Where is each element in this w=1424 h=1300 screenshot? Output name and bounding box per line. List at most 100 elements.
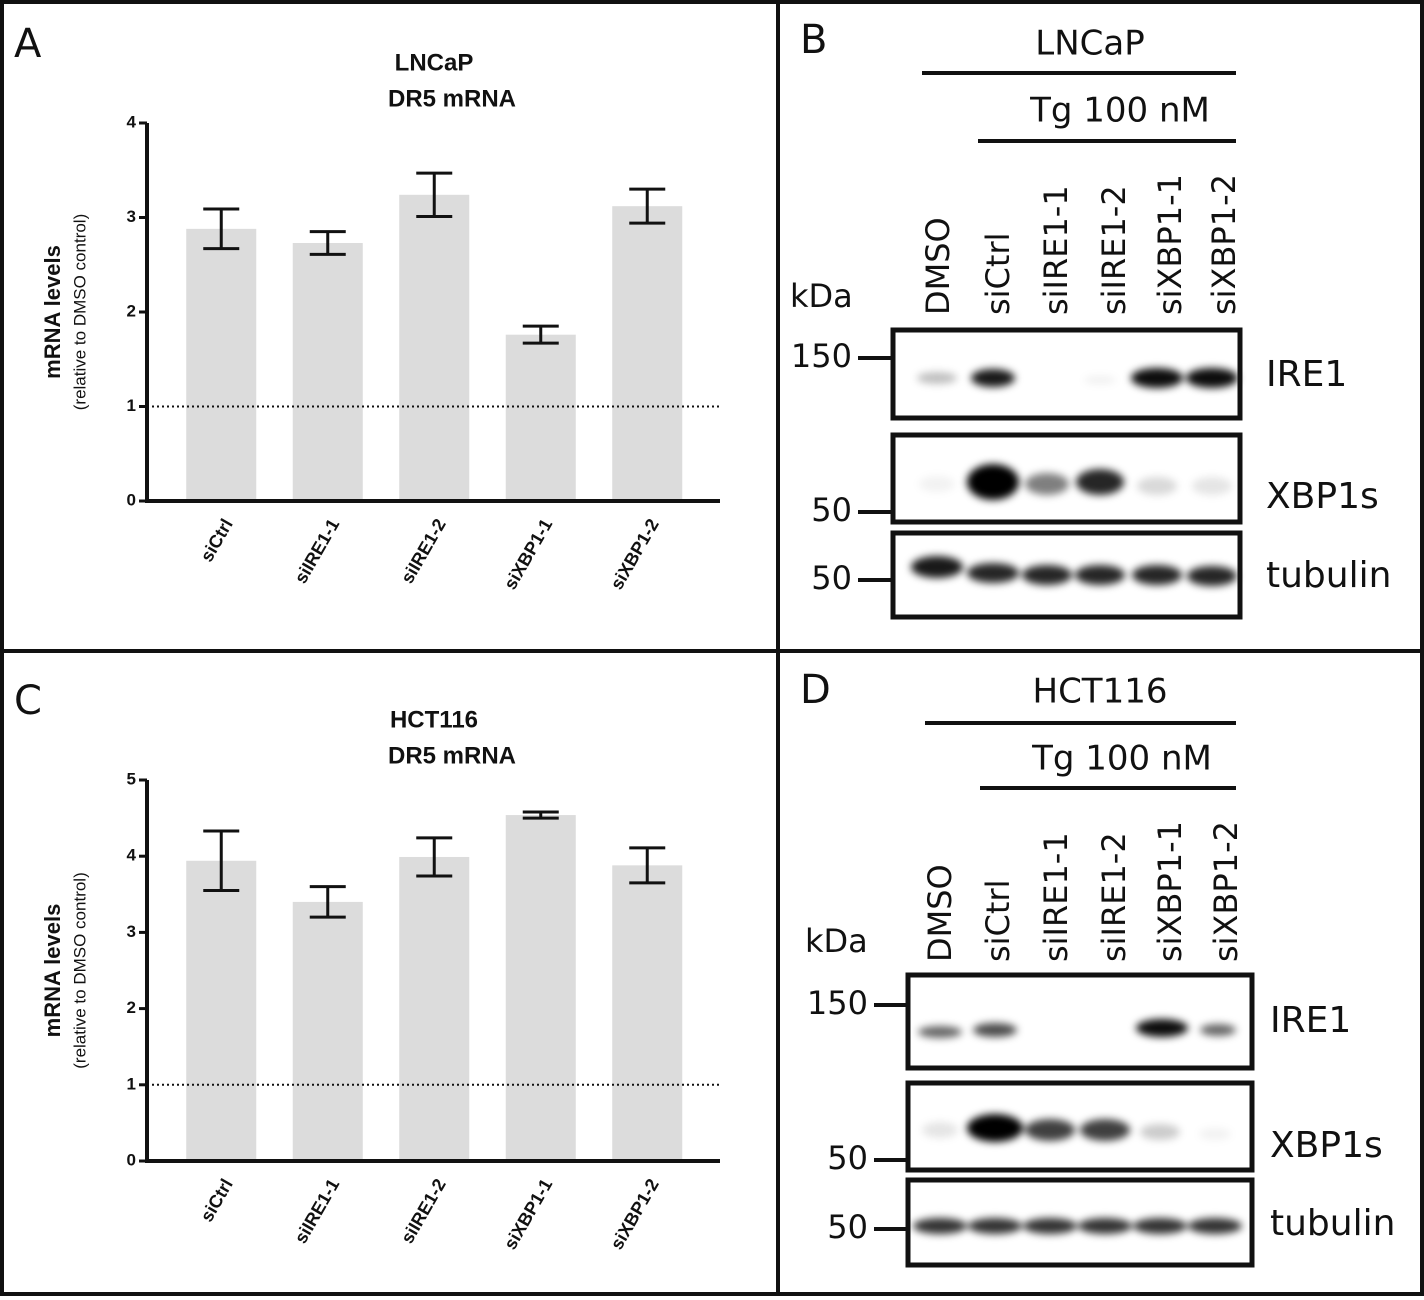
x-tick-label: siXBP1-2 [606, 1175, 662, 1253]
band [1188, 1218, 1242, 1234]
y-tick-label: 0 [127, 1150, 136, 1169]
band [1200, 1024, 1236, 1036]
band [919, 476, 955, 492]
band [1076, 469, 1124, 495]
y-tick-label: 4 [127, 846, 137, 865]
treatment: Tg 100 nM [1031, 739, 1212, 779]
x-tick-label: siXBP1-1 [500, 1175, 556, 1253]
x-tick-label: siXBP1-1 [500, 515, 556, 593]
error-bar [522, 324, 559, 345]
kda-label: kDa [805, 922, 868, 960]
x-tick-label: siIRE1-2 [397, 1175, 450, 1247]
protein-label: tubulin [1266, 555, 1391, 596]
error-bar [522, 810, 559, 820]
band [1023, 1218, 1077, 1234]
band [1133, 1218, 1187, 1234]
bar [186, 228, 257, 501]
protein-label: XBP1s [1270, 1125, 1383, 1166]
error-bar [203, 829, 240, 892]
lane-label: siIRE1-2 [1095, 832, 1133, 962]
kda-label: kDa [790, 277, 853, 315]
bar [505, 334, 576, 501]
blot-box [905, 1080, 1255, 1173]
band [913, 1218, 967, 1234]
y-tick-label: 5 [127, 769, 136, 788]
blot-bands [913, 1019, 1242, 1234]
chart-title: DR5 mRNA [388, 85, 516, 112]
band [1140, 1124, 1180, 1140]
band [968, 1218, 1022, 1234]
bar [186, 860, 257, 1161]
marker-label: 150 [807, 984, 868, 1022]
lane-label: siIRE1-2 [1095, 185, 1133, 315]
y-tick-label: 4 [127, 112, 137, 131]
y-tick-label: 1 [127, 1074, 136, 1093]
x-tick-label: siIRE1-1 [290, 515, 343, 587]
error-bar [416, 171, 453, 219]
band [1131, 368, 1183, 388]
band [1187, 566, 1237, 586]
error-bar [416, 836, 453, 878]
y-tick-label: 2 [127, 301, 136, 320]
band [1199, 1128, 1231, 1140]
y-axis-label: (relative to DMSO control) [70, 872, 89, 1069]
band [1186, 368, 1238, 388]
marker-label: 50 [827, 1208, 868, 1246]
blot-box [905, 1177, 1255, 1268]
blot-box [890, 530, 1243, 620]
y-tick-label: 1 [127, 396, 136, 415]
x-tick-label: siCtrl [196, 1175, 236, 1225]
blot-box [890, 327, 1243, 421]
protein-label: XBP1s [1266, 476, 1379, 517]
bar [399, 194, 470, 501]
band [971, 369, 1015, 387]
error-bar [309, 885, 346, 919]
panel-label: B [800, 17, 827, 63]
band [1084, 376, 1116, 384]
lane-label: siCtrl [979, 880, 1017, 963]
band [1132, 565, 1182, 585]
panel-label: C [14, 678, 42, 724]
y-tick-label: 0 [127, 490, 136, 509]
y-tick-label: 3 [127, 922, 136, 941]
bar [505, 815, 576, 1161]
band [918, 1026, 962, 1038]
bar [399, 856, 470, 1161]
band [917, 372, 957, 384]
lane-label: siCtrl [979, 233, 1017, 316]
bar [292, 243, 363, 501]
y-axis-label: (relative to DMSO control) [70, 214, 89, 411]
x-tick-label: siIRE1-1 [290, 1175, 343, 1247]
protein-label: tubulin [1270, 1203, 1395, 1244]
band [911, 556, 963, 578]
marker-label: 50 [827, 1139, 868, 1177]
y-tick-label: 2 [127, 998, 136, 1017]
band [1192, 477, 1232, 495]
cell-line: LNCaP [1035, 24, 1144, 64]
lane-label: siIRE1-1 [1037, 832, 1075, 962]
error-bar [629, 187, 666, 225]
bar [612, 206, 683, 501]
protein-label: IRE1 [1270, 1000, 1351, 1041]
band [922, 1122, 958, 1138]
x-tick-label: siCtrl [196, 515, 236, 565]
chart-title: HCT116 [390, 706, 478, 733]
marker-label: 50 [811, 491, 852, 529]
chart-title: LNCaP [395, 49, 474, 76]
band [967, 1114, 1023, 1142]
blot-bands [911, 368, 1238, 586]
marker-label: 150 [791, 337, 852, 375]
bar [612, 865, 683, 1161]
band [1136, 1019, 1188, 1037]
error-bar [309, 230, 346, 256]
lane-label: siXBP1-2 [1207, 821, 1245, 962]
lane-label: siXBP1-1 [1151, 174, 1189, 315]
marker-label: 50 [811, 559, 852, 597]
blot-box [905, 972, 1255, 1071]
band [1137, 477, 1177, 495]
band [973, 1023, 1017, 1037]
band [967, 464, 1019, 500]
band [1025, 1119, 1075, 1141]
